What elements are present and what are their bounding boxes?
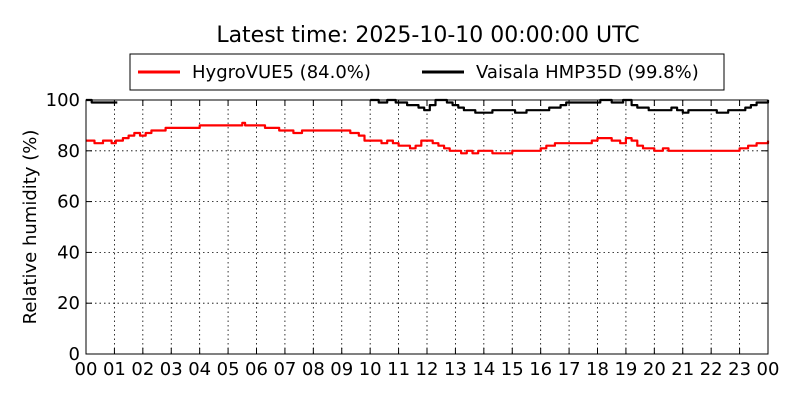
x-tick-label: 17 <box>558 359 581 380</box>
y-tick-label: 60 <box>57 192 80 213</box>
x-tick-labels: 00 01 02 03 04 05 06 07 08 09 10 11 12 13 14 15 16 17 18 19… <box>75 359 780 380</box>
grid <box>86 100 768 354</box>
x-tick-label: 12 <box>416 359 439 380</box>
y-tick-labels: 0 20 40 60 80 100 <box>46 90 80 365</box>
y-tick-label: 100 <box>46 90 80 111</box>
y-tick-label: 80 <box>57 141 80 162</box>
x-tick-label: 23 <box>728 359 751 380</box>
x-tick-label: 11 <box>387 359 410 380</box>
x-tick-label: 20 <box>643 359 666 380</box>
x-tick-label: 08 <box>302 359 325 380</box>
plot-frame <box>85 99 769 355</box>
legend-label-vaisala: Vaisala HMP35D (99.8%) <box>476 62 699 83</box>
x-tick-label: 14 <box>472 359 495 380</box>
x-tick-label: 21 <box>671 359 694 380</box>
x-tick-label: 22 <box>700 359 723 380</box>
x-tick-label: 01 <box>103 359 126 380</box>
x-tick-label: 00 <box>75 359 98 380</box>
y-axis-title: Relative humidity (%) <box>20 130 41 325</box>
series-line-hygrovue5 <box>86 121 770 155</box>
chart-title: Latest time: 2025-10-10 00:00:00 UTC <box>216 23 639 48</box>
y-tick-label: 20 <box>57 293 80 314</box>
x-tick-label: 16 <box>529 359 552 380</box>
legend: HygroVUE5 (84.0%) Vaisala HMP35D (99.8%) <box>129 53 725 91</box>
x-tick-label: 05 <box>217 359 240 380</box>
x-tick-label: 10 <box>359 359 382 380</box>
x-tick-label: 02 <box>131 359 154 380</box>
legend-label-hygrovue5: HygroVUE5 (84.0%) <box>192 62 371 83</box>
x-tick-label: 06 <box>245 359 268 380</box>
x-tick-label: 18 <box>586 359 609 380</box>
x-tick-label: 00 <box>757 359 780 380</box>
x-tick-label: 09 <box>330 359 353 380</box>
x-tick-label: 13 <box>444 359 467 380</box>
x-tick-label: 07 <box>273 359 296 380</box>
x-tick-label: 03 <box>160 359 183 380</box>
x-tick-label: 04 <box>188 359 211 380</box>
y-tick-label: 40 <box>57 242 80 263</box>
x-tick-label: 19 <box>614 359 637 380</box>
x-tick-label: 15 <box>501 359 524 380</box>
y-tick-label: 0 <box>69 344 80 365</box>
